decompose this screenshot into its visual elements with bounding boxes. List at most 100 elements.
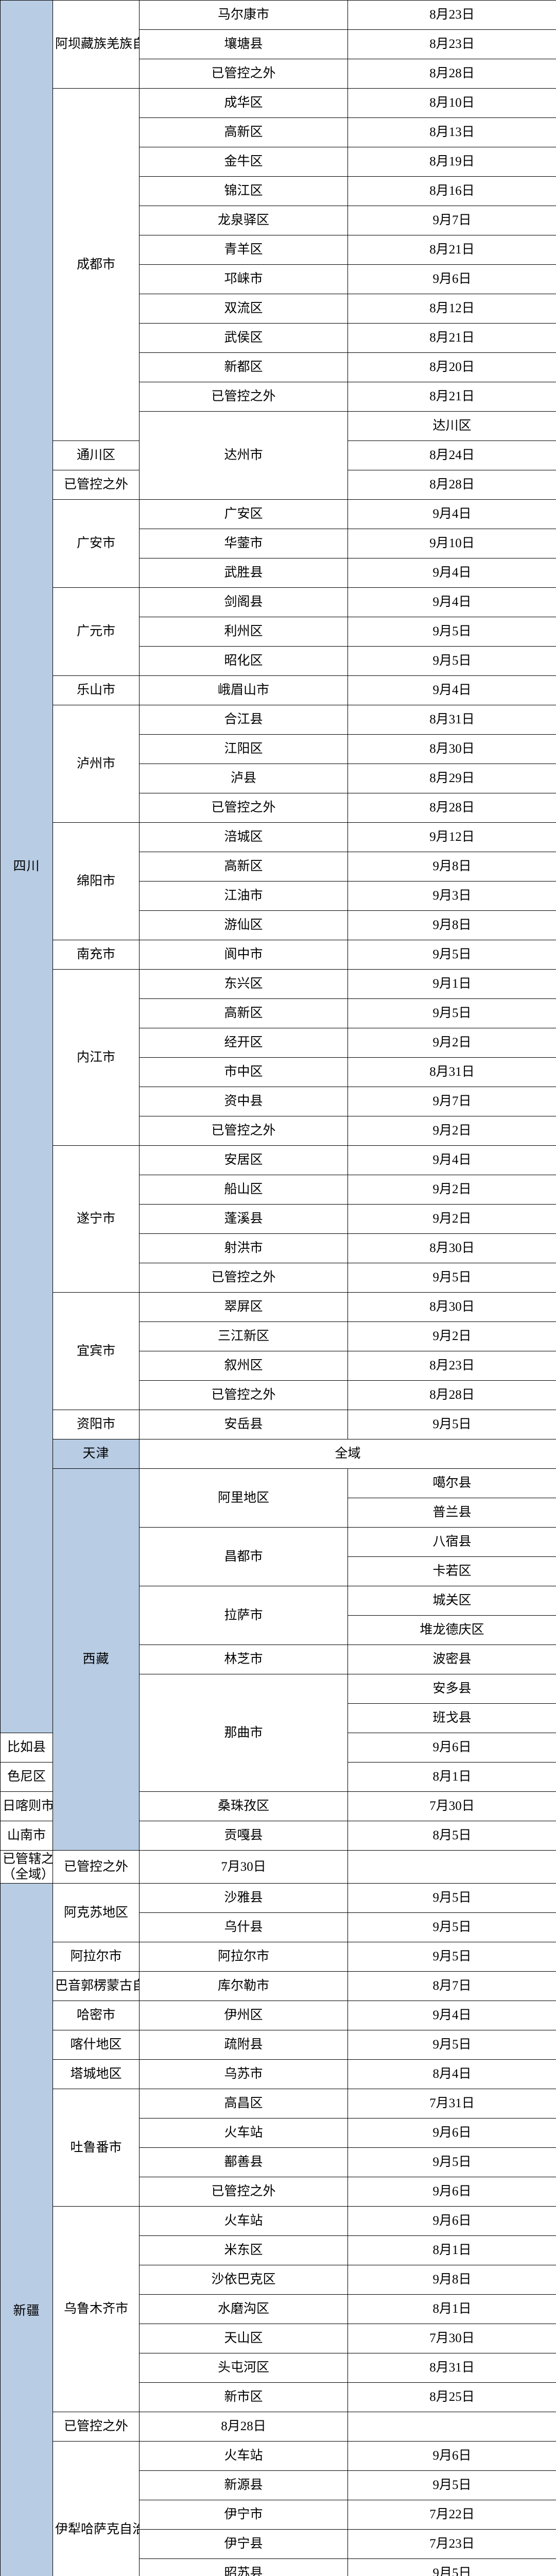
date-cell: 8月28日 xyxy=(348,59,556,89)
area-cell: 八宿县 xyxy=(348,1527,556,1557)
city-cell: 广元市 xyxy=(53,587,140,676)
province-cell: 新疆 xyxy=(0,1883,53,2576)
table-row: 拉萨市城关区7月30日 xyxy=(1,1586,556,1645)
table-row: 武侯区 8月21日 xyxy=(1,323,556,353)
area-cell: 鄯善县 xyxy=(139,2147,348,2177)
area-cell: 高新区 xyxy=(139,998,348,1028)
area-cell: 达川区 xyxy=(348,411,556,441)
date-cell: 9月4日 xyxy=(348,499,556,529)
table-row: 广元市 剑阁县 9月4日 xyxy=(1,587,556,676)
table-row: 昭化区 9月5日 xyxy=(1,646,556,676)
area-cell: 已管控之外 xyxy=(139,793,348,823)
date-cell: 9月2日 xyxy=(348,1028,556,1058)
city-cell: 巴音郭楞蒙古自治州 xyxy=(53,1971,140,2001)
area-cell: 头屯河区 xyxy=(139,2353,348,2383)
date-cell: 9月5日 xyxy=(348,940,556,970)
date-cell: 9月5日 xyxy=(348,998,556,1028)
date-cell: 9月3日 xyxy=(348,881,556,911)
table-row: 已管控之外 9月2日 xyxy=(1,1116,556,1146)
table-row: 乐山市 峨眉山市 9月4日 xyxy=(1,675,556,705)
area-cell: 翠屏区 xyxy=(139,1292,348,1322)
area-cell: 广安区 xyxy=(139,499,348,529)
area-cell: 色尼区 xyxy=(0,1762,53,1792)
city-cell: 伊犁哈萨克自治州 xyxy=(53,2441,140,2576)
date-cell: 8月13日 xyxy=(348,117,556,147)
date-cell: 8月21日 xyxy=(348,382,556,412)
area-cell: 壤塘县 xyxy=(139,29,348,59)
city-cell: 泸州市 xyxy=(53,705,140,823)
table-row: 沙依巴克区 9月8日 xyxy=(1,2265,556,2295)
area-cell: 资中县 xyxy=(139,1087,348,1116)
table-row: 高新区 9月8日 xyxy=(1,852,556,882)
area-cell: 伊宁县 xyxy=(139,2529,348,2559)
city-cell: 宜宾市 xyxy=(53,1292,140,1410)
area-cell: 波密县 xyxy=(348,1645,556,1674)
date-cell: 8月31日 xyxy=(348,705,556,735)
table-row: 广安市 广安区 9月4日 xyxy=(1,499,556,588)
table-row: 壤塘县 8月23日 xyxy=(1,29,556,59)
city-cell: 资阳市 xyxy=(53,1410,140,1439)
table-row: 利州区 9月5日 xyxy=(1,617,556,647)
date-cell: 8月31日 xyxy=(348,2353,556,2383)
date-cell: 8月1日 xyxy=(348,2235,556,2265)
table-row: 已管控之外 9月5日 xyxy=(1,1263,556,1293)
table-row: 米东区 8月1日 xyxy=(1,2235,556,2265)
table-row: 乌什县 9月5日 xyxy=(1,1912,556,1942)
date-cell: 9月6日 xyxy=(348,2441,556,2471)
date-cell: 8月28日 xyxy=(348,1380,556,1410)
area-cell: 班戈县 xyxy=(348,1703,556,1733)
city-cell: 阿里地区 xyxy=(139,1468,348,1528)
area-cell: 已管控之外 xyxy=(53,1850,140,1884)
table-row: 已管控之外 8月28日 xyxy=(1,793,556,823)
table-row: 比如县 9月6日 xyxy=(0,1733,556,1762)
table-row: 泸州市 合江县 8月31日 xyxy=(1,705,556,823)
table-row: 那曲市安多县8月8日 xyxy=(1,1674,556,1792)
area-cell: 马尔康市 xyxy=(139,0,348,30)
area-cell: 泸县 xyxy=(139,764,348,793)
date-cell: 9月5日 xyxy=(348,1883,556,1913)
date-cell: 8月28日 xyxy=(139,2412,348,2442)
table-row: 已管控之外 9月6日 xyxy=(1,2177,556,2207)
area-cell: 昭化区 xyxy=(139,646,348,676)
table-row: 乌鲁木齐市 火车站 9月6日 xyxy=(1,2206,556,2412)
table-row: 武胜县 9月4日 xyxy=(1,558,556,588)
area-cell: 江油市 xyxy=(139,881,348,911)
date-cell: 9月5日 xyxy=(348,2558,556,2576)
table-row: 巴音郭楞蒙古自治州库尔勒市8月7日 xyxy=(1,1971,556,2001)
area-cell: 火车站 xyxy=(139,2206,348,2236)
date-cell: 9月5日 xyxy=(348,646,556,676)
date-cell: 8月23日 xyxy=(348,29,556,59)
date-cell: 9月8日 xyxy=(348,2265,556,2295)
table-row: 新源县 9月5日 xyxy=(1,2470,556,2500)
table-row: 叙州区 8月23日 xyxy=(1,1351,556,1381)
area-cell: 安居区 xyxy=(139,1145,348,1175)
city-cell: 日喀则市 xyxy=(0,1791,53,1821)
date-cell: 8月16日 xyxy=(348,176,556,206)
area-cell: 高昌区 xyxy=(139,2089,348,2119)
date-cell: 9月2日 xyxy=(348,1321,556,1351)
date-cell: 8月5日 xyxy=(348,1821,556,1851)
table-row: 南充市 阆中市 9月5日 xyxy=(1,940,556,970)
table-row: 达州市达川区8月31日 xyxy=(1,411,556,500)
table-row: 船山区 9月2日 xyxy=(1,1175,556,1205)
table-row: 青羊区 8月21日 xyxy=(1,235,556,265)
date-cell: 8月25日 xyxy=(348,2382,556,2412)
area-cell: 涪城区 xyxy=(139,822,348,852)
city-cell: 昌都市 xyxy=(139,1527,348,1586)
area-cell: 武侯区 xyxy=(139,323,348,353)
date-cell: 9月6日 xyxy=(348,2118,556,2148)
area-cell: 伊州区 xyxy=(139,2001,348,2030)
table-row: 已管控之外 8月21日 xyxy=(1,382,556,412)
city-cell: 绵阳市 xyxy=(53,822,140,940)
province-cell: 西藏 xyxy=(53,1468,140,1851)
area-cell: 已管控之外 xyxy=(139,1380,348,1410)
area-cell: 船山区 xyxy=(139,1175,348,1205)
area-cell: 青羊区 xyxy=(139,235,348,265)
date-cell: 9月5日 xyxy=(348,1410,556,1439)
date-cell: 8月30日 xyxy=(348,1292,556,1322)
date-cell: 9月5日 xyxy=(348,617,556,647)
area-cell: 高新区 xyxy=(139,117,348,147)
area-cell: 昭苏县 xyxy=(139,2558,348,2576)
table-row: 头屯河区 8月31日 xyxy=(1,2353,556,2383)
table-row: 江阳区 8月30日 xyxy=(1,734,556,764)
